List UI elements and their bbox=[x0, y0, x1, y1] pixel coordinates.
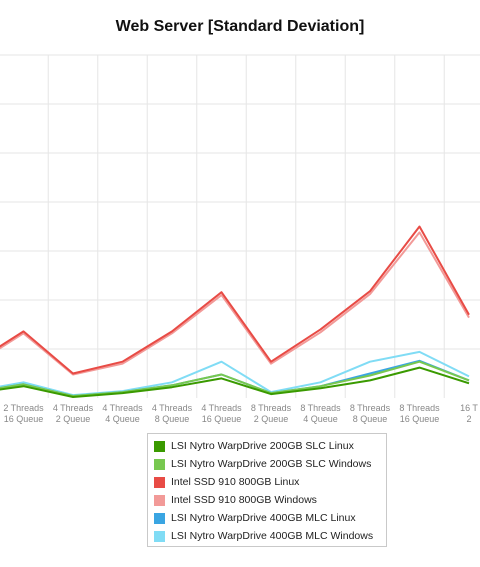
x-tick-label: 8 Threads 16 Queue bbox=[399, 403, 440, 424]
x-tick-label: 8 Threads 2 Queue bbox=[251, 403, 292, 424]
series-line-2 bbox=[0, 225, 470, 375]
series-line-1 bbox=[0, 360, 470, 397]
legend-label: Intel SSD 910 800GB Windows bbox=[171, 494, 317, 506]
legend-label: LSI Nytro WarpDrive 400GB MLC Windows bbox=[171, 530, 374, 542]
chart-title: Web Server [Standard Deviation] bbox=[115, 18, 365, 35]
legend-item: Intel SSD 910 800GB Windows bbox=[154, 492, 317, 508]
series-line-5 bbox=[0, 350, 470, 397]
legend-item: LSI Nytro WarpDrive 400GB MLC Windows bbox=[154, 528, 373, 544]
x-tick-label: 4 Threads 2 Queue bbox=[53, 403, 94, 424]
legend-item: LSI Nytro WarpDrive 400GB MLC Linux bbox=[154, 510, 356, 526]
legend-item: LSI Nytro WarpDrive 200GB SLC Linux bbox=[154, 438, 354, 454]
chart-grid bbox=[0, 54, 480, 398]
legend-label: Intel SSD 910 800GB Linux bbox=[171, 476, 300, 488]
legend-label: LSI Nytro WarpDrive 400GB MLC Linux bbox=[171, 512, 356, 524]
legend-swatch bbox=[154, 494, 165, 506]
legend-label: LSI Nytro WarpDrive 200GB SLC Linux bbox=[171, 440, 354, 452]
legend-item: Intel SSD 910 800GB Linux bbox=[154, 474, 299, 490]
legend-swatch bbox=[154, 530, 165, 542]
x-tick-label: 8 Threads 8 Queue bbox=[350, 403, 391, 424]
chart-legend: LSI Nytro WarpDrive 200GB SLC Linux LSI N… bbox=[147, 433, 387, 547]
legend-swatch bbox=[154, 476, 165, 488]
legend-item: LSI Nytro WarpDrive 200GB SLC Windows bbox=[154, 456, 371, 472]
legend-swatch bbox=[154, 440, 165, 452]
series-line-0 bbox=[0, 366, 470, 398]
x-tick-label: 2 Threads 16 Queue bbox=[3, 403, 44, 424]
x-tick-label: 4 Threads 16 Queue bbox=[201, 403, 242, 424]
series-lines bbox=[0, 225, 470, 398]
legend-swatch bbox=[154, 512, 165, 524]
x-tick-label: 8 Threads 4 Queue bbox=[300, 403, 341, 424]
x-tick-label: 4 Threads 4 Queue bbox=[102, 403, 143, 424]
x-tick-label: 4 Threads 8 Queue bbox=[152, 403, 193, 424]
legend-swatch bbox=[154, 458, 165, 470]
legend-label: LSI Nytro WarpDrive 200GB SLC Windows bbox=[171, 458, 372, 470]
